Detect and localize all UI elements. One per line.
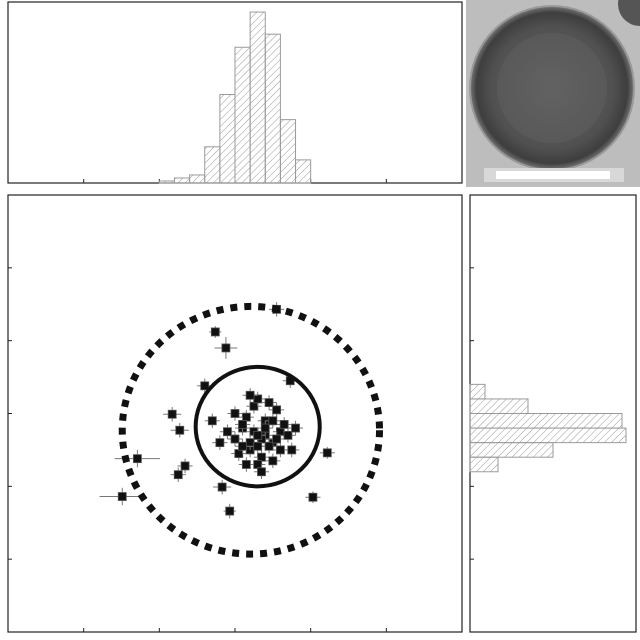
point	[287, 445, 297, 455]
point	[264, 441, 274, 451]
point	[245, 390, 255, 400]
point	[132, 454, 142, 464]
point	[275, 445, 285, 455]
point	[230, 434, 240, 444]
point	[217, 482, 227, 492]
point	[308, 492, 318, 502]
point	[272, 434, 282, 444]
hist-bar	[173, 177, 191, 184]
point	[272, 405, 282, 415]
hist-bar	[279, 119, 297, 184]
hist-bar	[234, 46, 251, 184]
point	[283, 430, 293, 440]
point	[264, 398, 274, 407]
hist-bar	[219, 94, 236, 184]
point	[268, 416, 278, 426]
hist-bar	[469, 442, 554, 458]
inset-image	[466, 0, 640, 187]
point	[238, 420, 247, 429]
point	[215, 438, 225, 448]
point	[322, 448, 332, 458]
hist-bar	[158, 180, 175, 184]
point	[268, 456, 278, 466]
point	[249, 401, 259, 411]
point	[234, 449, 244, 458]
point	[253, 394, 263, 404]
point	[238, 441, 247, 451]
point	[253, 430, 263, 440]
point	[241, 412, 251, 422]
point	[241, 460, 251, 469]
point	[200, 381, 210, 391]
point	[210, 327, 220, 337]
hist-bar	[189, 174, 206, 184]
point	[291, 423, 300, 433]
hist-bar	[469, 383, 486, 400]
point	[260, 423, 270, 433]
point	[279, 420, 289, 429]
circle-outline	[193, 364, 322, 489]
point	[175, 425, 185, 435]
hist-bar	[469, 456, 499, 473]
point	[117, 492, 127, 501]
point	[221, 343, 231, 353]
hist-bar	[295, 159, 312, 184]
point	[253, 460, 263, 469]
point	[173, 470, 183, 480]
hist-bar	[204, 146, 221, 184]
point	[230, 409, 240, 418]
hist-bar	[264, 33, 281, 184]
point	[225, 506, 235, 516]
point	[253, 441, 263, 451]
point	[223, 427, 232, 437]
point	[245, 438, 255, 448]
point	[257, 467, 266, 477]
hist-bar	[469, 427, 627, 444]
point	[257, 452, 266, 462]
circle-outline	[118, 302, 384, 558]
hist-bar	[249, 11, 266, 184]
point	[167, 409, 177, 419]
hist-bar	[469, 398, 529, 414]
point	[180, 461, 190, 471]
hist-bar	[469, 413, 623, 429]
point	[275, 427, 285, 437]
point	[207, 416, 217, 426]
